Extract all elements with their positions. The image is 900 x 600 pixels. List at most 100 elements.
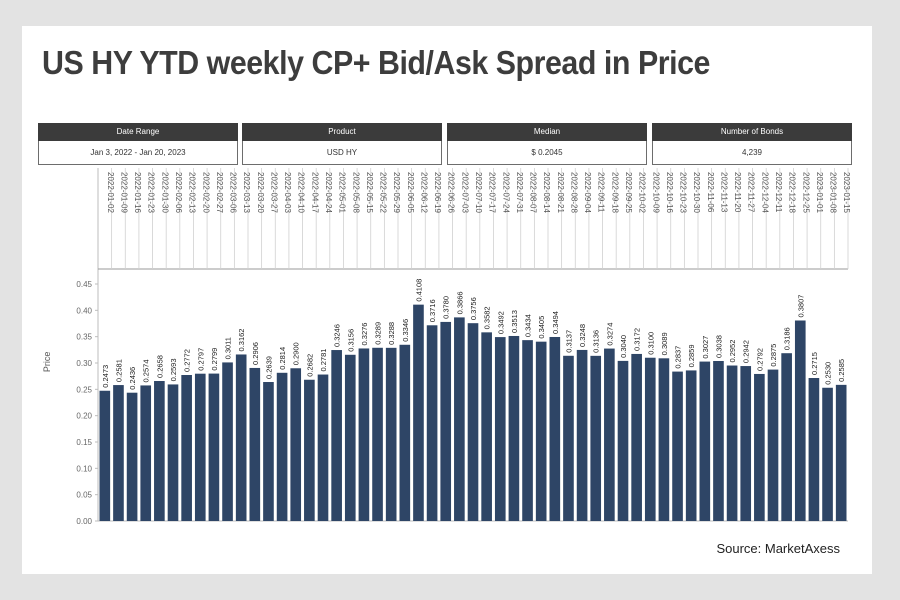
bar-value-label: 0.4108 [414,279,423,302]
bar[interactable] [658,358,670,521]
bar[interactable] [494,337,506,521]
bar[interactable] [331,350,342,521]
bar[interactable] [604,348,615,521]
x-tick-label: 2022-01-30 [160,172,169,213]
x-tick-label: 2022-04-24 [324,172,333,213]
bar[interactable] [317,374,329,521]
bar[interactable] [99,390,111,521]
bar[interactable] [672,371,683,521]
filter-product[interactable]: Product USD HY [242,123,442,165]
bar-value-label: 0.2875 [769,344,778,367]
bar[interactable] [644,357,656,521]
bar[interactable] [385,347,397,521]
x-tick-label: 2022-03-27 [269,172,278,213]
bar[interactable] [140,385,152,521]
bar[interactable] [372,347,383,521]
x-tick-label: 2022-03-13 [242,172,251,213]
bar[interactable] [249,367,261,521]
bar[interactable] [631,353,642,521]
bar-value-label: 0.3186 [783,327,792,350]
source-note: Source: MarketAxess [716,541,840,556]
bar[interactable] [508,335,520,521]
bar[interactable] [426,325,438,521]
bar[interactable] [235,354,247,521]
bar-value-label: 0.2814 [278,347,287,370]
bar[interactable] [808,378,820,521]
bar[interactable] [576,349,588,521]
bar[interactable] [617,360,629,521]
bar[interactable] [454,317,465,521]
bar[interactable] [113,385,124,521]
bar-value-label: 0.3248 [578,324,587,347]
y-axis-title: Price [42,352,52,373]
bar-value-label: 0.3040 [619,335,628,358]
y-tick-label: 0.20 [76,412,92,421]
y-tick-label: 0.05 [76,491,92,500]
filter-median: Median $ 0.2045 [447,123,647,165]
bar[interactable] [835,384,847,521]
bar[interactable] [440,321,452,521]
bar[interactable] [767,369,779,521]
bar[interactable] [263,382,274,521]
bar[interactable] [481,332,492,521]
bar[interactable] [535,341,547,521]
x-tick-label: 2022-06-12 [419,172,428,213]
bar-labels: 0.2473 0.2581 0.2436 0.2574 0.2658 0.2593 0.27… [101,279,846,390]
bar[interactable] [467,323,479,521]
bar-value-label: 0.2859 [687,344,696,367]
filter-date-range[interactable]: Date Range Jan 3, 2022 - Jan 20, 2023 [38,123,238,165]
bar-value-label: 0.2530 [824,362,833,385]
bar[interactable] [126,392,138,521]
bar[interactable] [781,353,792,521]
bar[interactable] [181,375,192,521]
x-tick-label: 2022-11-20 [733,172,742,213]
bar-value-label: 0.3038 [714,335,723,358]
filter-median-value: $ 0.2045 [447,141,647,165]
filter-product-value[interactable]: USD HY [242,141,442,165]
bar[interactable] [344,354,356,521]
bar[interactable] [304,379,315,521]
x-tick-label: 2022-05-15 [365,172,374,213]
filter-bonds-value: 4,239 [652,141,852,165]
bar[interactable] [822,387,833,521]
bar-value-label: 0.2639 [264,356,273,379]
bar-value-label: 0.3276 [360,323,369,346]
bar[interactable] [413,304,424,521]
bar-value-label: 0.2942 [742,340,751,363]
x-tick-label: 2022-08-07 [529,172,538,213]
bar[interactable] [222,362,233,521]
bar[interactable] [754,373,765,521]
bar[interactable] [794,320,806,521]
bar[interactable] [563,355,574,521]
bar[interactable] [549,336,561,521]
bar[interactable] [522,340,533,521]
filter-date-range-label: Date Range [38,123,238,141]
bar[interactable] [590,355,602,521]
bar[interactable] [208,373,220,521]
bar-value-label: 0.2781 [319,349,328,372]
filter-date-range-value[interactable]: Jan 3, 2022 - Jan 20, 2023 [38,141,238,165]
bar[interactable] [699,361,711,521]
bar[interactable] [276,372,288,521]
bar-value-label: 0.3274 [605,323,614,346]
bar-value-label: 0.3172 [633,328,642,351]
bar-value-label: 0.2906 [251,342,260,365]
bar[interactable] [685,370,697,521]
bar[interactable] [154,381,165,521]
bar[interactable] [290,368,302,521]
bar[interactable] [713,360,724,521]
bar[interactable] [726,365,738,521]
bar-value-label: 0.3137 [564,330,573,353]
bar[interactable] [194,373,206,521]
x-tick-label: 2022-12-04 [760,172,769,213]
bar[interactable] [399,344,411,521]
bar[interactable] [167,384,179,521]
x-tick-label: 2022-09-04 [583,172,592,213]
x-tick-label: 2022-08-21 [556,172,565,213]
bar[interactable] [358,348,370,521]
x-tick-label: 2022-01-16 [133,172,142,213]
bar-value-label: 0.3346 [401,319,410,342]
bar[interactable] [740,366,752,521]
filter-median-label: Median [447,123,647,141]
bar-value-label: 0.2837 [674,346,683,369]
